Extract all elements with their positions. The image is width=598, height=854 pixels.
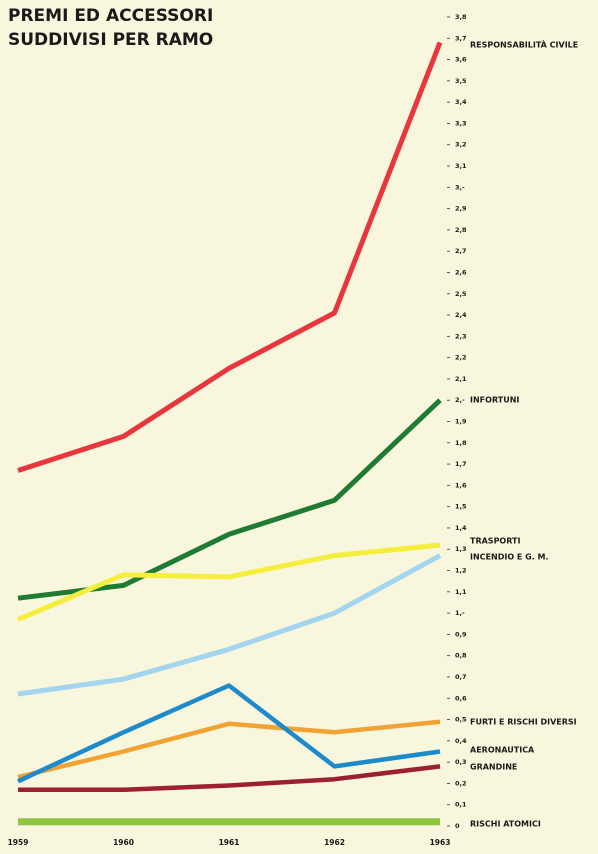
- y-tick-label: 3,2: [455, 141, 467, 149]
- y-tick-label: 0,9: [455, 630, 467, 638]
- y-tick-label: 0,8: [455, 652, 467, 660]
- series-label: RESPONSABILITÀ CIVILE: [470, 39, 578, 50]
- y-tick-label: 2,2: [455, 354, 467, 362]
- y-tick-label: 2,4: [455, 311, 467, 319]
- series-label: INCENDIO E G. M.: [470, 553, 549, 562]
- y-tick-label: 1,9: [455, 418, 467, 426]
- y-tick-label: 1,7: [455, 460, 467, 468]
- y-tick-label: 2,3: [455, 332, 467, 340]
- y-tick-label: 1,4: [455, 524, 467, 532]
- y-tick-label: 2,5: [455, 290, 467, 298]
- x-tick-label: 1960: [113, 838, 134, 847]
- y-tick-label: 3,4: [455, 98, 467, 106]
- y-tick-label: 3,5: [455, 77, 467, 85]
- y-tick-label: 1,1: [455, 588, 467, 596]
- x-tick-label: 1959: [8, 838, 29, 847]
- y-tick-label: 2,1: [455, 375, 467, 383]
- y-tick-label: 1,2: [455, 567, 467, 575]
- series-line: [17, 683, 441, 784]
- y-tick-label: 1,8: [455, 439, 467, 447]
- series-line: [17, 553, 442, 697]
- x-tick-label: 1961: [219, 838, 240, 847]
- y-tick-label: 1,5: [455, 503, 467, 511]
- y-tick-label: 0,1: [455, 801, 467, 809]
- y-tick-label: 0,4: [455, 737, 467, 745]
- y-tick-label: 2,7: [455, 247, 467, 255]
- y-tick-label: 2,-: [455, 396, 465, 404]
- y-tick-label: 3,1: [455, 162, 467, 170]
- series-label: RISCHI ATOMICI: [470, 820, 541, 829]
- chart-title: SUDDIVISI PER RAMO: [8, 30, 213, 50]
- series-line: [17, 41, 443, 473]
- x-tick-label: 1962: [324, 838, 345, 847]
- y-tick-label: 3,8: [455, 13, 467, 21]
- y-tick-label: 0,7: [455, 673, 467, 681]
- series-label: FURTI E RISCHI DIVERSI: [470, 718, 577, 727]
- series-label: INFORTUNI: [470, 396, 519, 405]
- series-line: [17, 719, 441, 780]
- y-tick-label: 0,3: [455, 758, 467, 766]
- y-tick-label: 3,-: [455, 183, 465, 191]
- y-tick-label: 2,9: [455, 205, 467, 213]
- y-tick-label: 3,7: [455, 34, 467, 42]
- y-tick-label: 3,3: [455, 119, 467, 127]
- y-tick-label: 3,6: [455, 56, 467, 64]
- x-tick-label: 1963: [430, 838, 451, 847]
- y-tick-label: 0,2: [455, 779, 467, 787]
- series-label: AERONAUTICA: [470, 746, 535, 755]
- chart-title: PREMI ED ACCESSORI: [8, 6, 213, 26]
- y-tick-label: 1,3: [455, 545, 467, 553]
- series-label: GRANDINE: [470, 763, 517, 772]
- y-tick-label: 0,5: [455, 716, 467, 724]
- y-tick-label: 2,6: [455, 268, 467, 276]
- series-line: [17, 542, 441, 622]
- y-tick-label: 0,6: [455, 694, 467, 702]
- series-line: [18, 764, 441, 793]
- y-tick-label: 1,6: [455, 481, 467, 489]
- series-label: TRASPORTI: [470, 537, 520, 546]
- y-tick-label: 1,-: [455, 609, 465, 617]
- y-tick-label: 2,8: [455, 226, 467, 234]
- y-tick-label: 0: [455, 822, 460, 830]
